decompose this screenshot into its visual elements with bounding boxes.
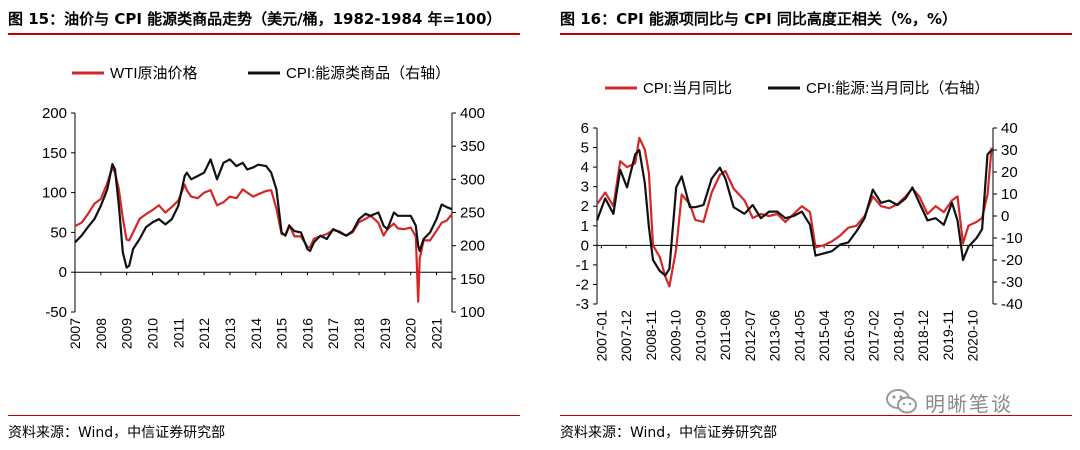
chart2-right-tick-label: 30 (1001, 142, 1018, 159)
chart2-x-tick-label: 2018-01 (890, 310, 906, 362)
chart2-series-black-line (595, 148, 993, 277)
chart1-x-tick-label: 2021 (429, 318, 445, 349)
chart1-left-tick-label: -50 (45, 304, 67, 321)
chart2-left-tick-label: 0 (581, 237, 589, 254)
chart1-right-tick-label: 300 (460, 171, 485, 188)
chart2-left-tick-label: 2 (581, 198, 589, 215)
chart1-x-tick-label: 2008 (93, 318, 109, 349)
chart1-x-tick-label: 2009 (119, 318, 135, 349)
chart2-x-tick-label: 2020-10 (965, 310, 981, 362)
chart1-x-tick-label: 2015 (274, 318, 290, 349)
chart1-x-tick-label: 2017 (325, 318, 341, 349)
right-title-rule (560, 33, 1072, 35)
chart1-x-tick-label: 2010 (144, 318, 160, 349)
right-source-note: 资料来源：Wind，中信证券研究部 (560, 425, 778, 441)
left-bottom-rule (8, 415, 520, 416)
watermark-text: 明晰笔谈 (925, 391, 1013, 416)
chart2-x-tick-label: 2018-12 (915, 310, 931, 362)
chart2-x-tick-label: 2007-01 (593, 310, 609, 362)
chart1-right-tick-label: 100 (460, 304, 485, 321)
right-chart-title: 图 16：CPI 能源项同比与 CPI 同比高度正相关（%，%） (560, 10, 957, 28)
chart2-x-tick-label: 2017-02 (866, 310, 882, 362)
right-bottom-rule (560, 415, 1072, 416)
chart2-left-tick-label: 5 (581, 140, 589, 157)
chart2-x-tick-label: 2019-11 (940, 310, 956, 361)
chart2-right-tick-label: 20 (1001, 164, 1018, 181)
chart1-left-tick-label: 150 (42, 145, 67, 162)
wechat-icon (886, 389, 917, 414)
chart2-right-tick-label: -10 (1001, 230, 1023, 247)
chart2-right-tick-label: 10 (1001, 186, 1018, 203)
chart1-x-tick-label: 2018 (351, 318, 367, 349)
chart1-right-tick-label: 150 (460, 271, 485, 288)
chart2-left-tick-label: 1 (581, 218, 589, 235)
chart2-legend-label: CPI:能源:当月同比（右轴） (806, 80, 989, 97)
chart2-x-tick-label: 2014-05 (791, 310, 807, 362)
chart1-right-tick-label: 400 (460, 105, 485, 122)
chart2-right-tick-label: -40 (1001, 296, 1023, 313)
chart1-x-tick-label: 2012 (196, 318, 212, 349)
chart2-legend-label: CPI:当月同比 (643, 80, 732, 97)
chart1-x-tick-label: 2011 (170, 318, 186, 348)
chart1-left-tick-label: 100 (42, 185, 67, 202)
chart2-left-tick-label: 3 (581, 179, 589, 196)
chart2-left-tick-label: -2 (576, 276, 589, 293)
chart2-x-tick-label: 2009-10 (668, 310, 684, 362)
chart1-x-tick-label: 2016 (299, 318, 315, 349)
chart2-x-tick-label: 2010-09 (692, 310, 708, 362)
chart1-right-tick-label: 350 (460, 138, 485, 155)
chart1-series-black-line (74, 158, 453, 269)
chart1-right-tick-label: 200 (460, 238, 485, 255)
chart2-left-tick-label: -1 (576, 257, 589, 274)
chart2-right-tick-label: 0 (1001, 208, 1009, 225)
chart2-left-tick-label: 6 (581, 120, 589, 137)
chart2-right-tick-label: 40 (1001, 120, 1018, 137)
chart2-x-tick-label: 2016-03 (841, 310, 857, 362)
watermark: 明晰笔谈 (885, 385, 1060, 419)
chart1-x-tick-label: 2014 (248, 318, 264, 349)
chart2-right-tick-label: -20 (1001, 252, 1023, 269)
chart1-x-tick-label: 2013 (222, 318, 238, 349)
chart2-x-tick-label: 2012-07 (742, 310, 758, 362)
chart1-left-tick-label: 0 (59, 264, 67, 281)
chart1-legend-label: CPI:能源类商品（右轴） (286, 65, 450, 82)
chart1-x-tick-label: 2020 (403, 318, 419, 349)
chart1-left-tick-label: 50 (50, 224, 67, 241)
chart2-x-tick-label: 2015-04 (816, 310, 832, 362)
chart1-left-tick-label: 200 (42, 105, 67, 122)
chart1-x-tick-label: 2007 (67, 318, 83, 349)
left-source-note: 资料来源：Wind，中信证券研究部 (8, 425, 226, 441)
chart2-x-tick-label: 2013-06 (767, 310, 783, 362)
chart2-left-tick-label: 4 (581, 159, 589, 176)
chart1-right-tick-label: 250 (460, 205, 485, 222)
chart1-series-red-line (74, 166, 453, 303)
chart2-x-tick-label: 2011-08 (717, 310, 733, 361)
chart1-legend-label: WTI原油价格 (110, 65, 198, 82)
chart1-x-tick-label: 2019 (377, 318, 393, 349)
chart2-x-tick-label: 2007-12 (618, 310, 634, 362)
chart2-x-tick-label: 2008-11 (643, 310, 659, 361)
left-title-rule (8, 33, 520, 35)
left-chart-title: 图 15：油价与 CPI 能源类商品走势（美元/桶，1982-1984 年=10… (8, 10, 502, 28)
chart2-right-tick-label: -30 (1001, 274, 1023, 291)
chart2-left-tick-label: -3 (576, 296, 589, 313)
